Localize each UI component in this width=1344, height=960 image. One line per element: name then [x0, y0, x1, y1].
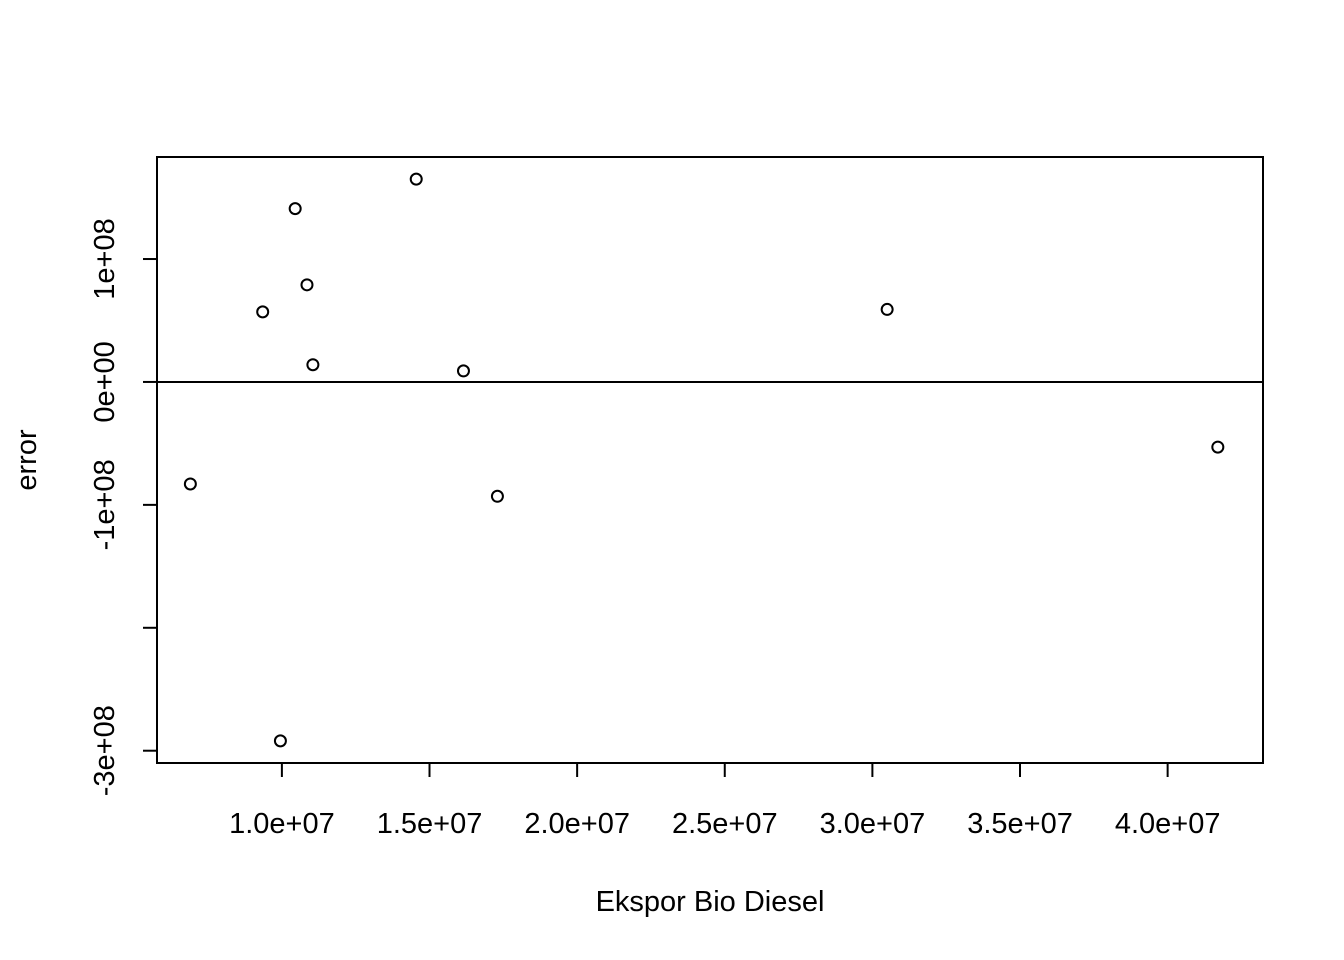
- data-point: [490, 489, 504, 503]
- x-tick-label: 2.0e+07: [524, 808, 630, 840]
- data-point: [183, 477, 197, 491]
- x-tick-label: 3.5e+07: [967, 808, 1073, 840]
- data-point: [306, 358, 320, 372]
- y-tick-label: -1e+08: [89, 459, 121, 550]
- y-axis: -3e+08 -1e+08 0e+00 1e+08: [89, 218, 158, 796]
- y-tick-label: 0e+00: [89, 341, 121, 422]
- y-axis-title: error: [11, 429, 43, 491]
- points-layer: [183, 172, 1225, 748]
- x-tick-label: 1.5e+07: [377, 808, 483, 840]
- data-point: [1211, 440, 1225, 454]
- data-point: [256, 305, 270, 319]
- x-tick-label: 4.0e+07: [1115, 808, 1221, 840]
- x-tick-label: 2.5e+07: [672, 808, 778, 840]
- data-point: [880, 302, 894, 316]
- data-point: [288, 202, 302, 216]
- data-point: [456, 364, 470, 378]
- data-point: [273, 734, 287, 748]
- y-tick-label: 1e+08: [89, 218, 121, 299]
- x-tick-label: 1.0e+07: [229, 808, 335, 840]
- data-point: [300, 278, 314, 292]
- y-tick-label: -3e+08: [89, 705, 121, 796]
- x-axis: 1.0e+07 1.5e+07 2.0e+07 2.5e+07 3.0e+07 3.5e+…: [229, 762, 1221, 840]
- x-tick-label: 3.0e+07: [820, 808, 926, 840]
- data-point: [409, 172, 423, 186]
- x-axis-title: Ekspor Bio Diesel: [596, 886, 825, 918]
